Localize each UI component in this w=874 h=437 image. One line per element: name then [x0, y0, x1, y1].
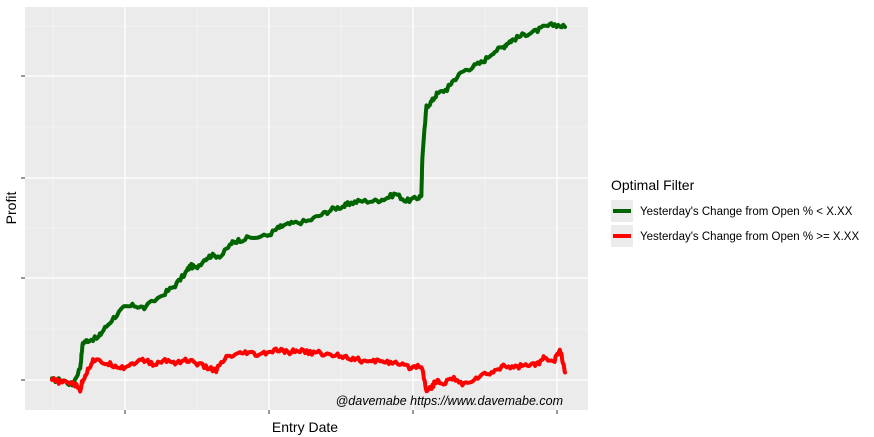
legend-title: Optimal Filter [611, 177, 695, 193]
watermark-annotation: @davemabe https://www.davemabe.com [336, 394, 563, 408]
legend-item: Yesterday's Change from Open % < X.XX [611, 200, 853, 222]
series-line-gte [50, 346, 567, 394]
legend: Optimal Filter Yesterday's Change from O… [611, 177, 859, 247]
legend-item-label: Yesterday's Change from Open % < X.XX [640, 206, 853, 218]
legend-item: Yesterday's Change from Open % >= X.XX [611, 225, 859, 247]
x-axis-label: Entry Date [272, 419, 338, 435]
y-axis-label: Profit [3, 192, 19, 225]
series-line-lt [50, 21, 567, 388]
legend-item-label: Yesterday's Change from Open % >= X.XX [640, 231, 859, 243]
plot-panel [25, 7, 588, 410]
